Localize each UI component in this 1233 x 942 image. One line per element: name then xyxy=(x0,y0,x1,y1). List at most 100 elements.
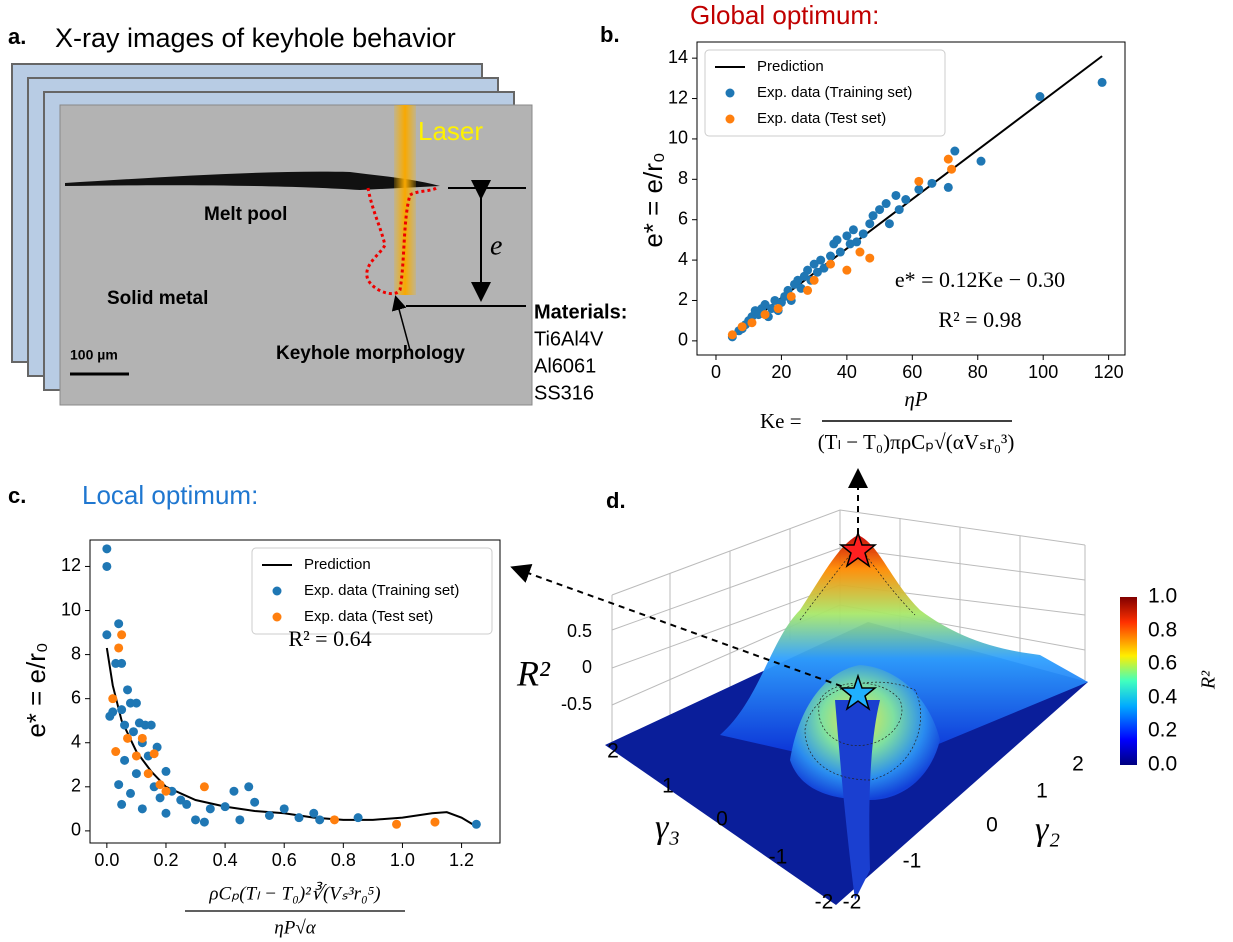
data-point xyxy=(819,263,829,273)
data-point xyxy=(471,819,481,829)
data-point xyxy=(842,265,852,275)
data-point xyxy=(884,219,894,229)
data-point xyxy=(881,199,891,209)
data-point xyxy=(117,705,127,715)
materials-title: Materials: xyxy=(534,301,627,323)
data-point xyxy=(329,815,339,825)
data-point xyxy=(868,211,878,221)
material: Al6061 xyxy=(534,355,596,377)
y-tick-label: 8 xyxy=(678,168,688,188)
g2-tick-label: -2 xyxy=(843,891,862,914)
data-point xyxy=(108,694,118,704)
data-point xyxy=(294,813,304,823)
g3-label: γ₃ xyxy=(655,809,680,846)
data-point xyxy=(235,815,245,825)
data-point xyxy=(279,804,289,814)
g3-tick-label: -1 xyxy=(769,846,788,869)
data-point xyxy=(137,804,147,814)
x-tick-label: 80 xyxy=(968,362,988,382)
scale-label: 100 µm xyxy=(70,347,118,363)
colorbar-tick-label: 0.2 xyxy=(1148,719,1177,742)
data-point xyxy=(976,156,986,166)
equation-denominator: (Tₗ − T₀)πρCₚ√(αVₛr₀³) xyxy=(818,430,1015,454)
data-point xyxy=(943,182,953,192)
data-point xyxy=(891,190,901,200)
data-point xyxy=(315,815,325,825)
data-point xyxy=(865,219,875,229)
data-point xyxy=(155,780,165,790)
g2-tick-label: -1 xyxy=(903,850,922,873)
data-point xyxy=(120,755,130,765)
y-tick-label: 10 xyxy=(668,128,688,148)
panel-d: d. R² 0.5 0 -0.5 2 1 0 -1 -2 -2 -1 0 1 xyxy=(510,468,1220,914)
data-point xyxy=(852,237,862,247)
legend-box xyxy=(251,547,493,635)
panel-title: X-ray images of keyhole behavior xyxy=(55,23,456,53)
panel-heading: Local optimum: xyxy=(82,480,258,510)
legend-swatch xyxy=(725,88,735,98)
data-point xyxy=(430,817,440,827)
x-axis-label: ρCₚ(Tₗ − T₀)²∛(Vₛ³r₀⁵) xyxy=(208,881,380,904)
y-tick-label: 2 xyxy=(678,289,688,309)
local-star xyxy=(838,673,878,711)
data-point xyxy=(114,643,124,653)
data-point xyxy=(927,178,937,188)
g2-tick-label: 2 xyxy=(1072,753,1084,776)
y-tick-label: 14 xyxy=(668,47,688,67)
data-point xyxy=(220,802,230,812)
data-point xyxy=(114,619,124,629)
x-tick-label: 60 xyxy=(902,362,922,382)
data-point xyxy=(161,786,171,796)
melt-surface xyxy=(65,171,440,190)
annotation: e* = 0.12Ke − 0.30 xyxy=(895,267,1065,292)
colorbar-label: R² xyxy=(1198,670,1220,690)
surface-dip xyxy=(835,700,880,900)
equation-lhs: Ke = xyxy=(760,409,802,433)
data-point xyxy=(737,322,747,332)
colorbar xyxy=(1120,597,1137,765)
colorbar-tick-label: 0.0 xyxy=(1148,753,1177,776)
data-point xyxy=(914,176,924,186)
data-point xyxy=(309,808,319,818)
y-tick-label: 4 xyxy=(678,249,688,269)
data-point xyxy=(855,247,865,257)
z-tick-label: 0 xyxy=(582,657,592,677)
y-tick-label: 10 xyxy=(61,599,81,619)
data-point xyxy=(143,769,153,779)
data-point xyxy=(205,804,215,814)
legend-label: Exp. data (Training set) xyxy=(304,582,459,599)
panel-label: a. xyxy=(8,24,26,49)
x-tick-label: 1.0 xyxy=(390,850,415,870)
xray-image xyxy=(59,104,533,406)
data-point xyxy=(760,310,770,320)
data-point xyxy=(117,658,127,668)
depth-label: e xyxy=(490,230,502,261)
legend-swatch xyxy=(272,612,282,622)
y-tick-label: 12 xyxy=(668,87,688,107)
data-point xyxy=(848,225,858,235)
data-point xyxy=(131,751,141,761)
x-tick-label: 0.2 xyxy=(153,850,178,870)
data-point xyxy=(161,766,171,776)
data-point xyxy=(244,782,254,792)
panel-a: a. X-ray images of keyhole behavior Lase… xyxy=(8,23,627,406)
data-point xyxy=(353,813,363,823)
y-tick-label: 4 xyxy=(71,731,81,751)
data-point xyxy=(901,195,911,205)
panel-label: b. xyxy=(600,22,620,47)
global-star xyxy=(838,530,878,568)
data-point xyxy=(1097,77,1107,87)
data-point xyxy=(947,164,957,174)
data-point xyxy=(131,769,141,779)
data-point xyxy=(1035,92,1045,102)
data-point xyxy=(120,720,130,730)
x-tick-label: 0 xyxy=(711,362,721,382)
data-point xyxy=(809,275,819,285)
data-point xyxy=(161,808,171,818)
y-tick-label: 6 xyxy=(71,687,81,707)
data-point xyxy=(128,727,138,737)
data-point xyxy=(816,255,826,265)
region-label: Melt pool xyxy=(204,204,287,225)
data-point xyxy=(108,707,118,717)
